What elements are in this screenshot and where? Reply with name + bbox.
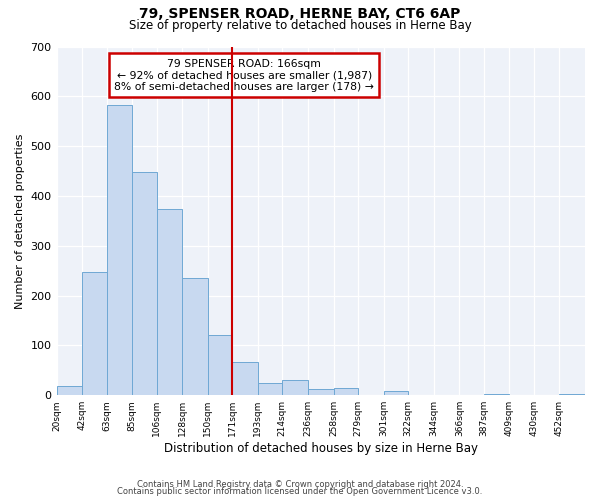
Bar: [232, 362, 258, 395]
Y-axis label: Number of detached properties: Number of detached properties: [15, 133, 25, 308]
Text: Contains HM Land Registry data © Crown copyright and database right 2024.: Contains HM Land Registry data © Crown c…: [137, 480, 463, 489]
Bar: [258, 383, 283, 395]
Bar: [56, 386, 82, 395]
Bar: [82, 272, 107, 395]
Bar: [182, 278, 208, 395]
Bar: [208, 336, 232, 395]
Bar: [334, 388, 358, 395]
Text: 79, SPENSER ROAD, HERNE BAY, CT6 6AP: 79, SPENSER ROAD, HERNE BAY, CT6 6AP: [139, 8, 461, 22]
Text: 79 SPENSER ROAD: 166sqm
← 92% of detached houses are smaller (1,987)
8% of semi-: 79 SPENSER ROAD: 166sqm ← 92% of detache…: [114, 58, 374, 92]
Bar: [107, 105, 132, 395]
Bar: [383, 391, 408, 395]
Bar: [283, 380, 308, 395]
Text: Size of property relative to detached houses in Herne Bay: Size of property relative to detached ho…: [128, 18, 472, 32]
Bar: [308, 389, 334, 395]
Bar: [132, 172, 157, 395]
Bar: [559, 394, 585, 395]
Text: Contains public sector information licensed under the Open Government Licence v3: Contains public sector information licen…: [118, 487, 482, 496]
Bar: [484, 394, 509, 395]
X-axis label: Distribution of detached houses by size in Herne Bay: Distribution of detached houses by size …: [164, 442, 478, 455]
Bar: [157, 209, 182, 395]
